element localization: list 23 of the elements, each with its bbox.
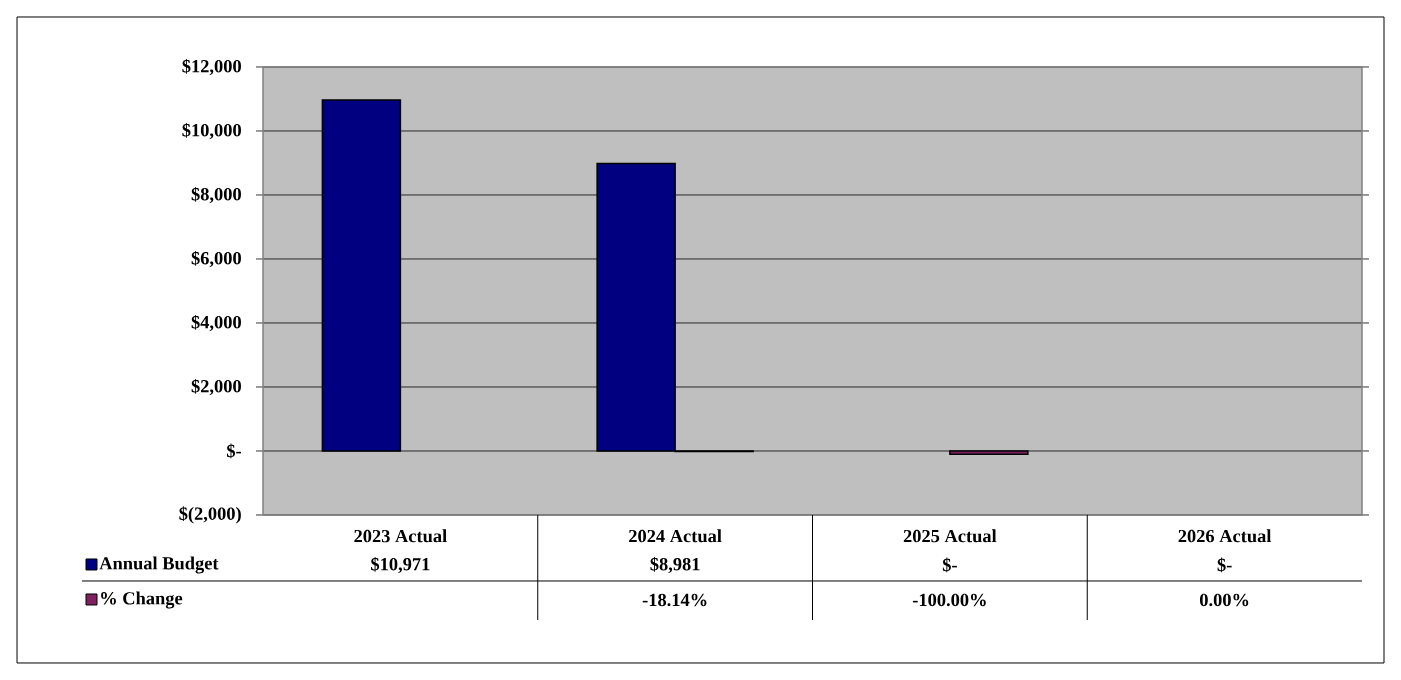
x-tick-label: 2026 Actual [1178, 529, 1272, 543]
y-tick-label: $- [226, 443, 242, 459]
data-label: $- [1217, 557, 1232, 573]
legend-label: % Change [101, 591, 183, 609]
bar [949, 450, 1029, 455]
data-label: $8,981 [650, 556, 700, 574]
y-tick-label: $10,000 [182, 122, 241, 140]
data-label: -18.14% [642, 593, 707, 607]
x-tick-label: 2024 Actual [629, 529, 722, 543]
y-tick-label: $6,000 [191, 250, 241, 268]
y-tick-label: $12,000 [182, 58, 241, 76]
data-label: 0.00% [1199, 593, 1249, 607]
data-label: $- [942, 557, 957, 573]
x-tick-label: 2023 Actual [354, 529, 447, 543]
y-tick-label: $4,000 [191, 314, 241, 332]
y-tick-label: $(2,000) [179, 506, 241, 524]
data-label: -100.00% [912, 593, 986, 607]
data-label: $10,971 [371, 556, 430, 574]
y-tick-label: $8,000 [191, 186, 241, 204]
legend-label: Annual Budget [99, 556, 219, 574]
bar [321, 99, 402, 452]
x-tick-label: 2025 Actual [903, 529, 997, 543]
y-tick-label: $2,000 [191, 378, 241, 396]
